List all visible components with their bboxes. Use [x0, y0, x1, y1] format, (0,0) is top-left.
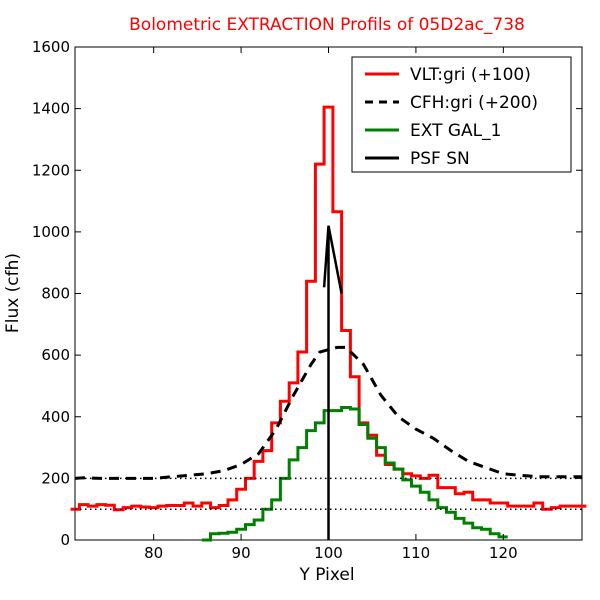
legend-entries: VLT:gri (+100) CFH:gri (+200) EXT GAL_1 PSF… [365, 65, 538, 169]
chart-title: Bolometric EXTRACTION Profils of 05D2ac_… [129, 15, 525, 35]
y-tick-label: 400 [41, 408, 70, 426]
x-tick-label: 110 [402, 544, 431, 562]
legend-label-3: PSF SN [410, 149, 470, 169]
x-tick-label: 80 [144, 544, 163, 562]
y-tick-label: 200 [41, 469, 70, 487]
y-tick-label: 1000 [32, 223, 70, 241]
y-tick-label: 1400 [32, 100, 70, 118]
x-axis: 80 90 100 110 120 [144, 47, 518, 562]
series-line-1 [74, 345, 582, 480]
y-axis: 0 200 400 600 800 1000 1200 1400 1600 [32, 38, 582, 549]
x-tick-label: 120 [489, 544, 518, 562]
legend: VLT:gri (+100) CFH:gri (+200) EXT GAL_1 PSF… [351, 56, 572, 173]
legend-label-1: CFH:gri (+200) [410, 93, 538, 113]
series-line-0 [70, 105, 587, 512]
y-tick-label: 1200 [32, 161, 70, 179]
y-axis-label: Flux (cfh) [3, 253, 23, 333]
legend-box [351, 56, 572, 173]
y-tick-label: 800 [41, 285, 70, 303]
series-line-3 [322, 225, 343, 540]
y-tick-label: 1600 [32, 38, 70, 56]
legend-label-0: VLT:gri (+100) [410, 65, 531, 85]
y-tick-label: 0 [60, 531, 70, 549]
x-axis-label: Y Pixel [298, 565, 354, 585]
x-tick-label: 90 [232, 544, 251, 562]
series-line-2 [201, 406, 508, 542]
y-tick-label: 600 [41, 346, 70, 364]
series-layer [70, 105, 587, 542]
legend-label-2: EXT GAL_1 [410, 121, 501, 141]
x-tick-label: 100 [314, 544, 343, 562]
